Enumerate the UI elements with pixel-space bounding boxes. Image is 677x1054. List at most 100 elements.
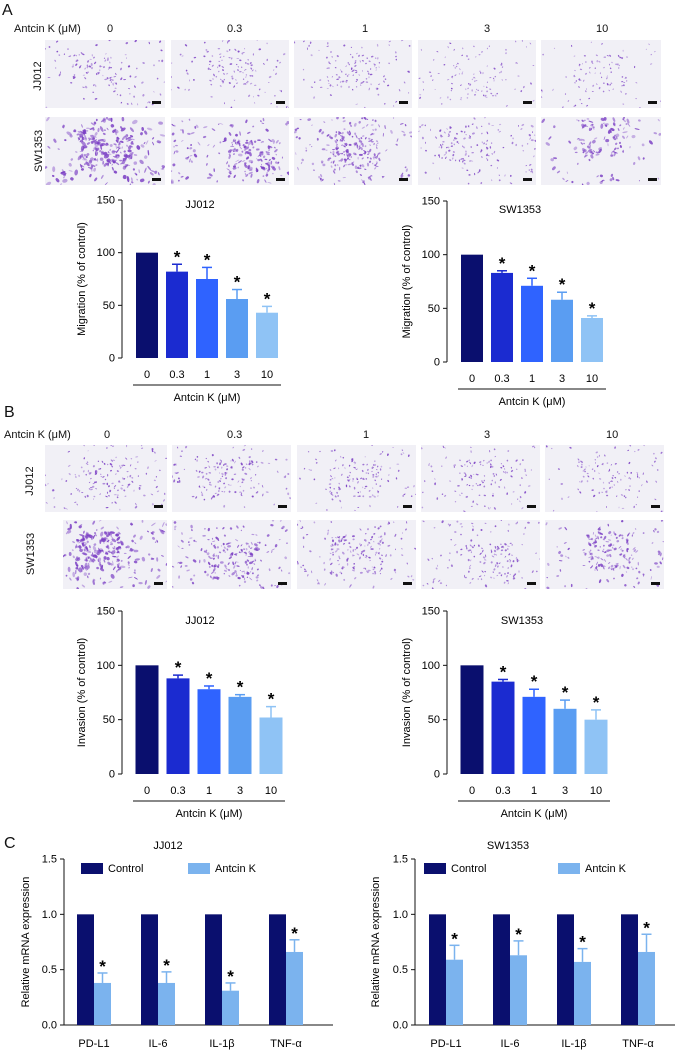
y-axis-label: Migration (% of control): [401, 225, 413, 339]
micrograph-tile: [545, 445, 664, 512]
scale-bar: [403, 505, 412, 508]
y-tick-label: 0: [434, 357, 440, 369]
y-tick-label: 1.5: [42, 854, 57, 866]
micrograph-image: [171, 40, 289, 108]
y-tick-label: 50: [103, 714, 115, 726]
legend-label: Antcin K: [585, 863, 627, 875]
micrograph-image: [172, 520, 291, 589]
significance-marker: *: [529, 261, 536, 280]
y-tick-label: 150: [422, 196, 440, 208]
significance-marker: *: [579, 933, 586, 952]
bar: [259, 717, 283, 774]
x-tick-label: 10: [586, 373, 598, 385]
micrograph-tile: [418, 40, 536, 108]
y-tick-label: 0.0: [393, 1020, 408, 1032]
legend-label: Antcin K: [215, 863, 257, 875]
y-tick-label: 0.5: [42, 964, 57, 976]
y-tick-label: 100: [422, 660, 440, 672]
significance-marker: *: [589, 299, 596, 318]
bar: [510, 955, 527, 1025]
bar: [581, 317, 603, 362]
significance-marker: *: [237, 678, 244, 697]
x-tick-label: 0.3: [170, 785, 185, 797]
micrograph-image: [418, 117, 536, 185]
scale-bar: [276, 178, 285, 181]
micrograph-image: [45, 117, 165, 185]
x-tick-label: 0: [469, 373, 475, 385]
scale-bar: [523, 178, 532, 181]
panel-a-dose-0: 0: [107, 23, 114, 35]
bar: [460, 665, 484, 774]
bar: [429, 914, 446, 1025]
bar: [166, 678, 190, 774]
bar: [286, 951, 303, 1025]
y-tick-label: 150: [422, 606, 440, 618]
scale-bar: [399, 178, 408, 181]
x-tick-label: 0: [469, 785, 475, 797]
micrograph-image: [294, 117, 412, 185]
bar: [446, 959, 463, 1025]
scale-bar: [651, 582, 660, 585]
scale-bar: [278, 505, 287, 508]
micrograph-image: [45, 40, 165, 108]
bar: [94, 982, 111, 1025]
bar: [158, 982, 175, 1025]
bar: [584, 719, 608, 774]
bar: [553, 708, 577, 774]
significance-marker: *: [174, 247, 181, 266]
bar: [256, 312, 278, 358]
micrograph-image: [299, 445, 416, 511]
significance-marker: *: [234, 273, 241, 292]
bar: [222, 990, 239, 1025]
y-axis-label: Relative mRNA expression: [370, 877, 382, 1008]
x-tick-label: IL-6: [501, 1038, 520, 1050]
legend-label: Control: [108, 863, 143, 875]
panel-b-dose-3: 3: [484, 429, 491, 441]
y-tick-label: 100: [97, 660, 115, 672]
legend-swatch: [424, 863, 446, 874]
x-tick-label: 3: [559, 373, 565, 385]
panel-b-dose-1: 1: [363, 429, 370, 441]
panel-a-row-jj012: JJ012: [32, 61, 44, 91]
x-tick-label: 3: [237, 785, 243, 797]
micrograph-image: [63, 520, 167, 589]
panel-b-letter: B: [4, 404, 15, 421]
chart-invasion-jj012: JJ012 0 50 100 150 Invasion (% of control) 0 * 0…: [76, 606, 285, 820]
scale-bar: [152, 101, 161, 104]
x-tick-label: 1: [206, 785, 212, 797]
micrograph-tile: [171, 117, 289, 185]
micrograph-image: [545, 445, 663, 512]
chart-title: SW1353: [487, 840, 529, 852]
bar: [521, 285, 543, 362]
significance-marker: *: [227, 967, 234, 986]
x-tick-label: 10: [590, 785, 602, 797]
legend-swatch: [558, 863, 580, 874]
panel-b-dose-10: 10: [606, 429, 619, 441]
panel-a-letter: A: [2, 2, 13, 19]
y-tick-label: 1.5: [393, 854, 408, 866]
significance-marker: *: [204, 250, 211, 269]
micrograph-tile: [297, 520, 416, 589]
x-tick-label: 10: [265, 785, 277, 797]
scale-bar: [648, 178, 657, 181]
micrograph-tile: [172, 445, 291, 512]
significance-marker: *: [515, 925, 522, 944]
chart-title: JJ012: [185, 199, 214, 211]
panel-a-dose-1: 1: [362, 23, 369, 35]
y-tick-label: 0.0: [42, 1020, 57, 1032]
micrograph-tile: [545, 520, 664, 589]
scale-bar: [527, 582, 536, 585]
y-axis-label: Relative mRNA expression: [20, 877, 32, 1008]
y-tick-label: 150: [97, 606, 115, 618]
micrograph-tile: [294, 40, 412, 108]
micrograph-image: [422, 520, 540, 589]
x-axis-label: Antcin K (μM): [501, 808, 568, 820]
micrograph-image: [545, 520, 664, 589]
scale-bar: [154, 505, 163, 508]
panel-a-dose-3: 3: [484, 23, 491, 35]
micrograph-image: [541, 41, 661, 108]
significance-marker: *: [562, 683, 569, 702]
scale-bar: [648, 101, 657, 104]
micrograph-tile: [171, 40, 289, 108]
